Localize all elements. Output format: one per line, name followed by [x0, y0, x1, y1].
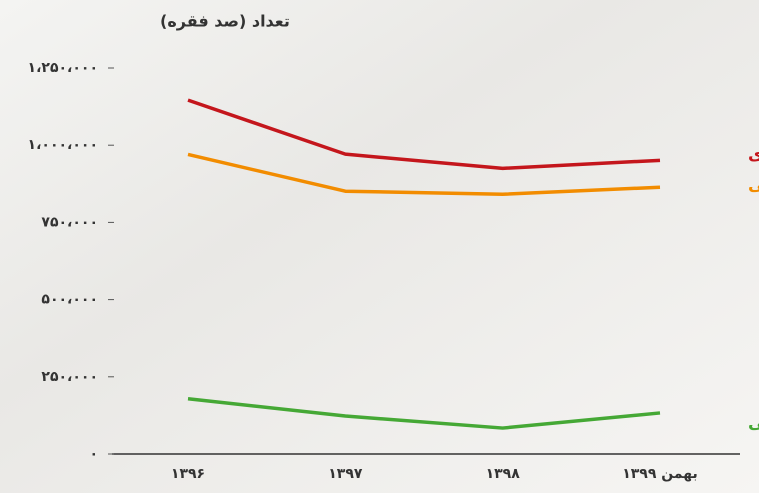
chart-title: تعداد (صد فقره) [160, 12, 290, 31]
x-tick-label: بهمن ۱۳۹۹ [622, 466, 698, 482]
series-label: وصولی [748, 175, 759, 195]
y-tick-label: ۱،۲۵۰،۰۰۰ [28, 60, 98, 76]
series-label: برگشتی [748, 412, 759, 433]
y-tick-label: ۰ [89, 446, 98, 462]
y-tick-label: ۱،۰۰۰،۰۰۰ [28, 137, 98, 153]
x-tick-label: ۱۳۹۸ [486, 466, 521, 482]
series-label: مبادله‌ای [748, 144, 759, 164]
y-tick-label: ۵۰۰،۰۰۰ [41, 292, 98, 308]
x-tick-label: ۱۳۹۷ [328, 466, 363, 482]
chart: تعداد (صد فقره) ۰ ۲۵۰،۰۰۰ ۵۰۰،۰۰۰ ۷۵۰،۰۰۰ ۱،… [0, 0, 759, 493]
page: تعداد (صد فقره) ۰ ۲۵۰،۰۰۰ ۵۰۰،۰۰۰ ۷۵۰،۰۰۰ ۱،… [0, 0, 759, 493]
y-tick-label: ۲۵۰،۰۰۰ [41, 369, 98, 385]
x-tick-label: ۱۳۹۶ [171, 466, 205, 482]
y-tick-label: ۷۵۰،۰۰۰ [41, 214, 98, 230]
